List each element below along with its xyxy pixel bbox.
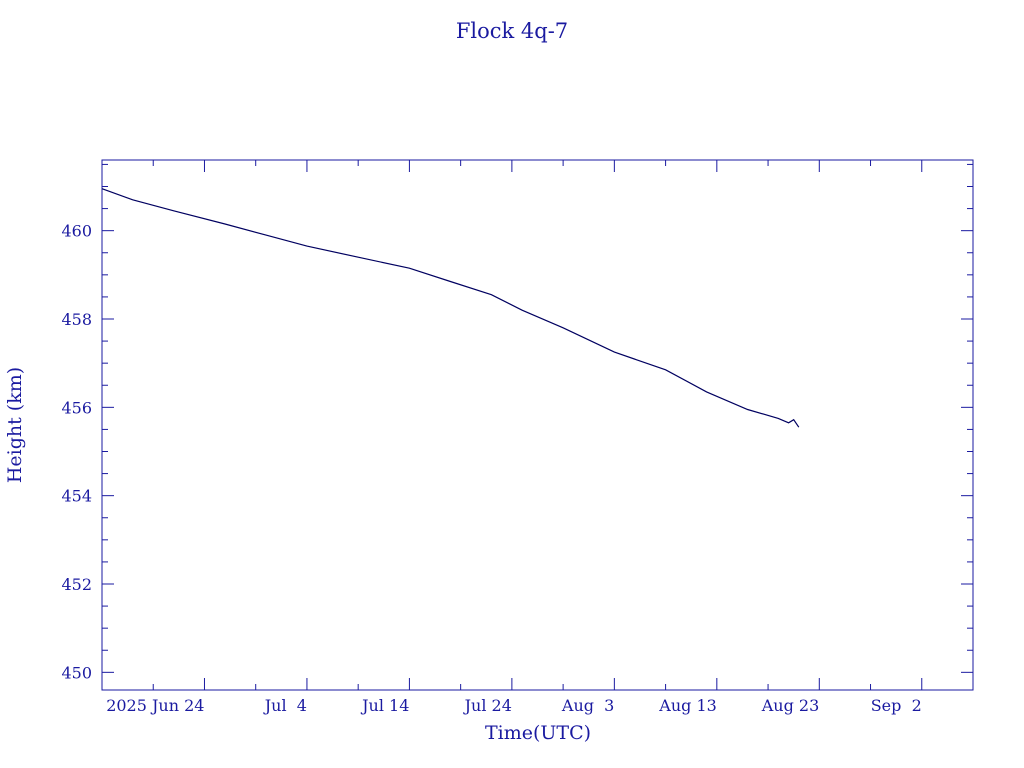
y-tick-label: 454 bbox=[61, 487, 92, 506]
x-tick-label: Aug 23 bbox=[761, 696, 820, 715]
x-tick-label: Jul 24 bbox=[463, 696, 512, 715]
minor-ticks bbox=[102, 160, 974, 690]
height-series-line bbox=[101, 188, 800, 428]
x-axis-label: Time(UTC) bbox=[485, 722, 591, 744]
plot-border bbox=[101, 159, 974, 691]
y-tick-label: 458 bbox=[61, 310, 92, 329]
y-tick-label: 456 bbox=[61, 398, 92, 417]
x-tick-label: Aug 13 bbox=[658, 696, 717, 715]
y-axis-label: Height (km) bbox=[4, 367, 26, 483]
y-tick-labels: 450 452 454 456 458 460 bbox=[61, 222, 92, 683]
x-tick-label: 2025 Jun 24 bbox=[106, 696, 204, 715]
y-tick-label: 460 bbox=[61, 222, 92, 241]
x-tick-label: Sep 2 bbox=[871, 696, 922, 715]
y-tick-label: 452 bbox=[61, 575, 92, 594]
x-tick-labels: 2025 Jun 24 Jul 4 Jul 14 Jul 24 Aug 3 Aug 13 A… bbox=[106, 696, 922, 715]
y-tick-label: 450 bbox=[61, 663, 92, 682]
chart-title: Flock 4q-7 bbox=[456, 19, 568, 43]
series-layer bbox=[101, 188, 800, 428]
major-ticks bbox=[102, 160, 973, 690]
x-tick-label: Jul 14 bbox=[360, 696, 409, 715]
x-tick-label: Jul 4 bbox=[263, 696, 307, 715]
plot-frame bbox=[101, 159, 974, 691]
x-tick-label: Aug 3 bbox=[561, 696, 614, 715]
